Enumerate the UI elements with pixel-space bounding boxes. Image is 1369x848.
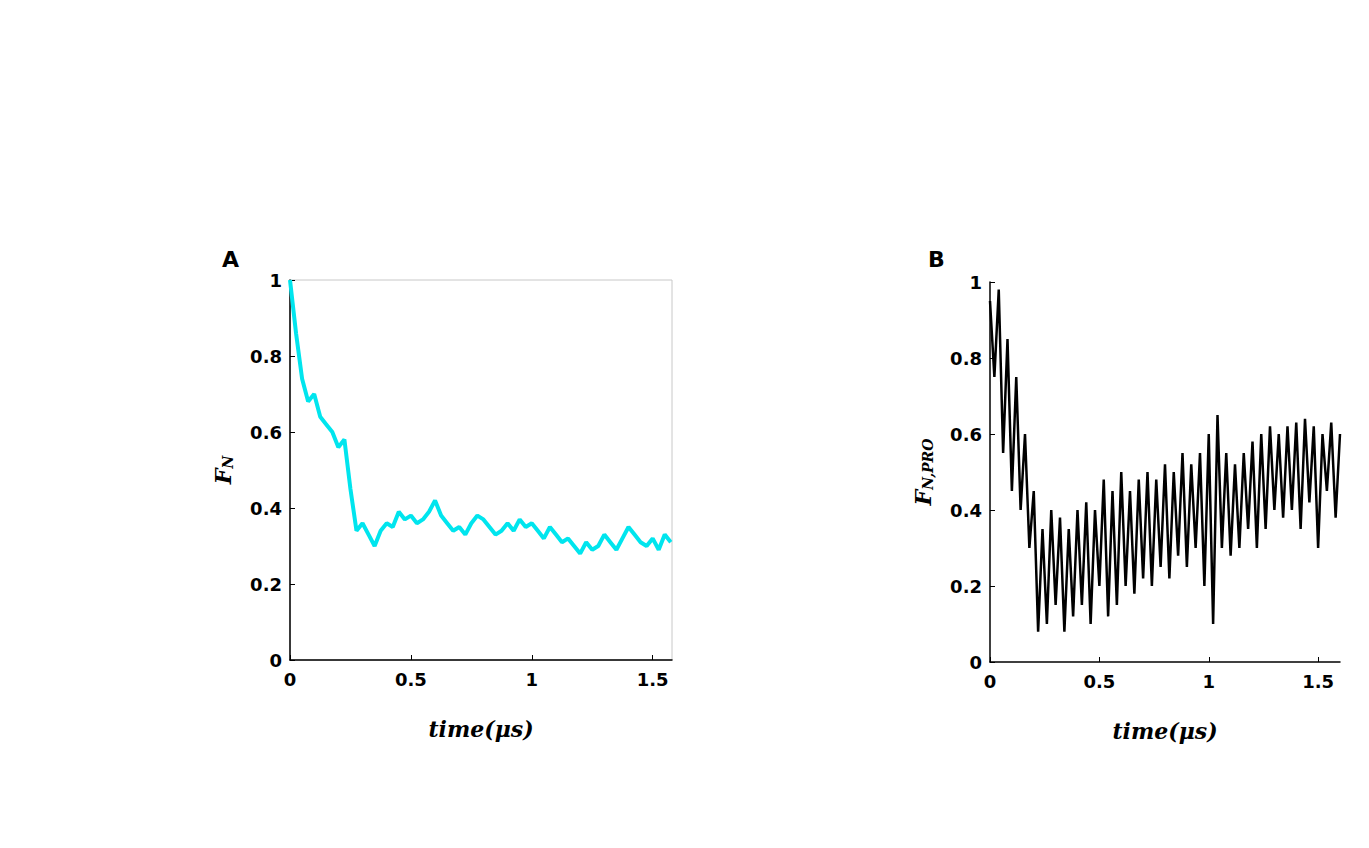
- svg-text:1.5: 1.5: [1302, 671, 1334, 692]
- svg-text:0.5: 0.5: [1083, 671, 1115, 692]
- svg-text:N: N: [220, 455, 236, 470]
- svg-text:0.2: 0.2: [950, 576, 982, 597]
- svg-text:0: 0: [984, 671, 997, 692]
- svg-text:0.6: 0.6: [250, 422, 282, 443]
- svg-text:B: B: [928, 247, 945, 272]
- svg-text:0: 0: [969, 652, 982, 673]
- svg-text:0.2: 0.2: [250, 574, 282, 595]
- svg-text:1: 1: [969, 272, 982, 293]
- svg-text:0: 0: [284, 669, 297, 690]
- svg-text:A: A: [222, 247, 239, 272]
- svg-text:1: 1: [526, 669, 539, 690]
- svg-text:0.8: 0.8: [950, 348, 982, 369]
- svg-text:0.5: 0.5: [395, 669, 427, 690]
- svg-text:0.8: 0.8: [250, 346, 282, 367]
- svg-text:0.4: 0.4: [250, 498, 282, 519]
- svg-text:0.6: 0.6: [950, 424, 982, 445]
- svg-text:0.4: 0.4: [950, 500, 982, 521]
- svg-text:F: F: [910, 488, 936, 506]
- svg-text:1: 1: [269, 270, 282, 291]
- svg-text:1.5: 1.5: [637, 669, 669, 690]
- svg-text:0: 0: [269, 650, 282, 671]
- svg-text:time(μs): time(μs): [1112, 718, 1217, 744]
- svg-text:F: F: [210, 467, 236, 485]
- svg-text:N,PRO: N,PRO: [920, 438, 936, 491]
- svg-text:time(μs): time(μs): [428, 716, 533, 742]
- svg-text:1: 1: [1202, 671, 1215, 692]
